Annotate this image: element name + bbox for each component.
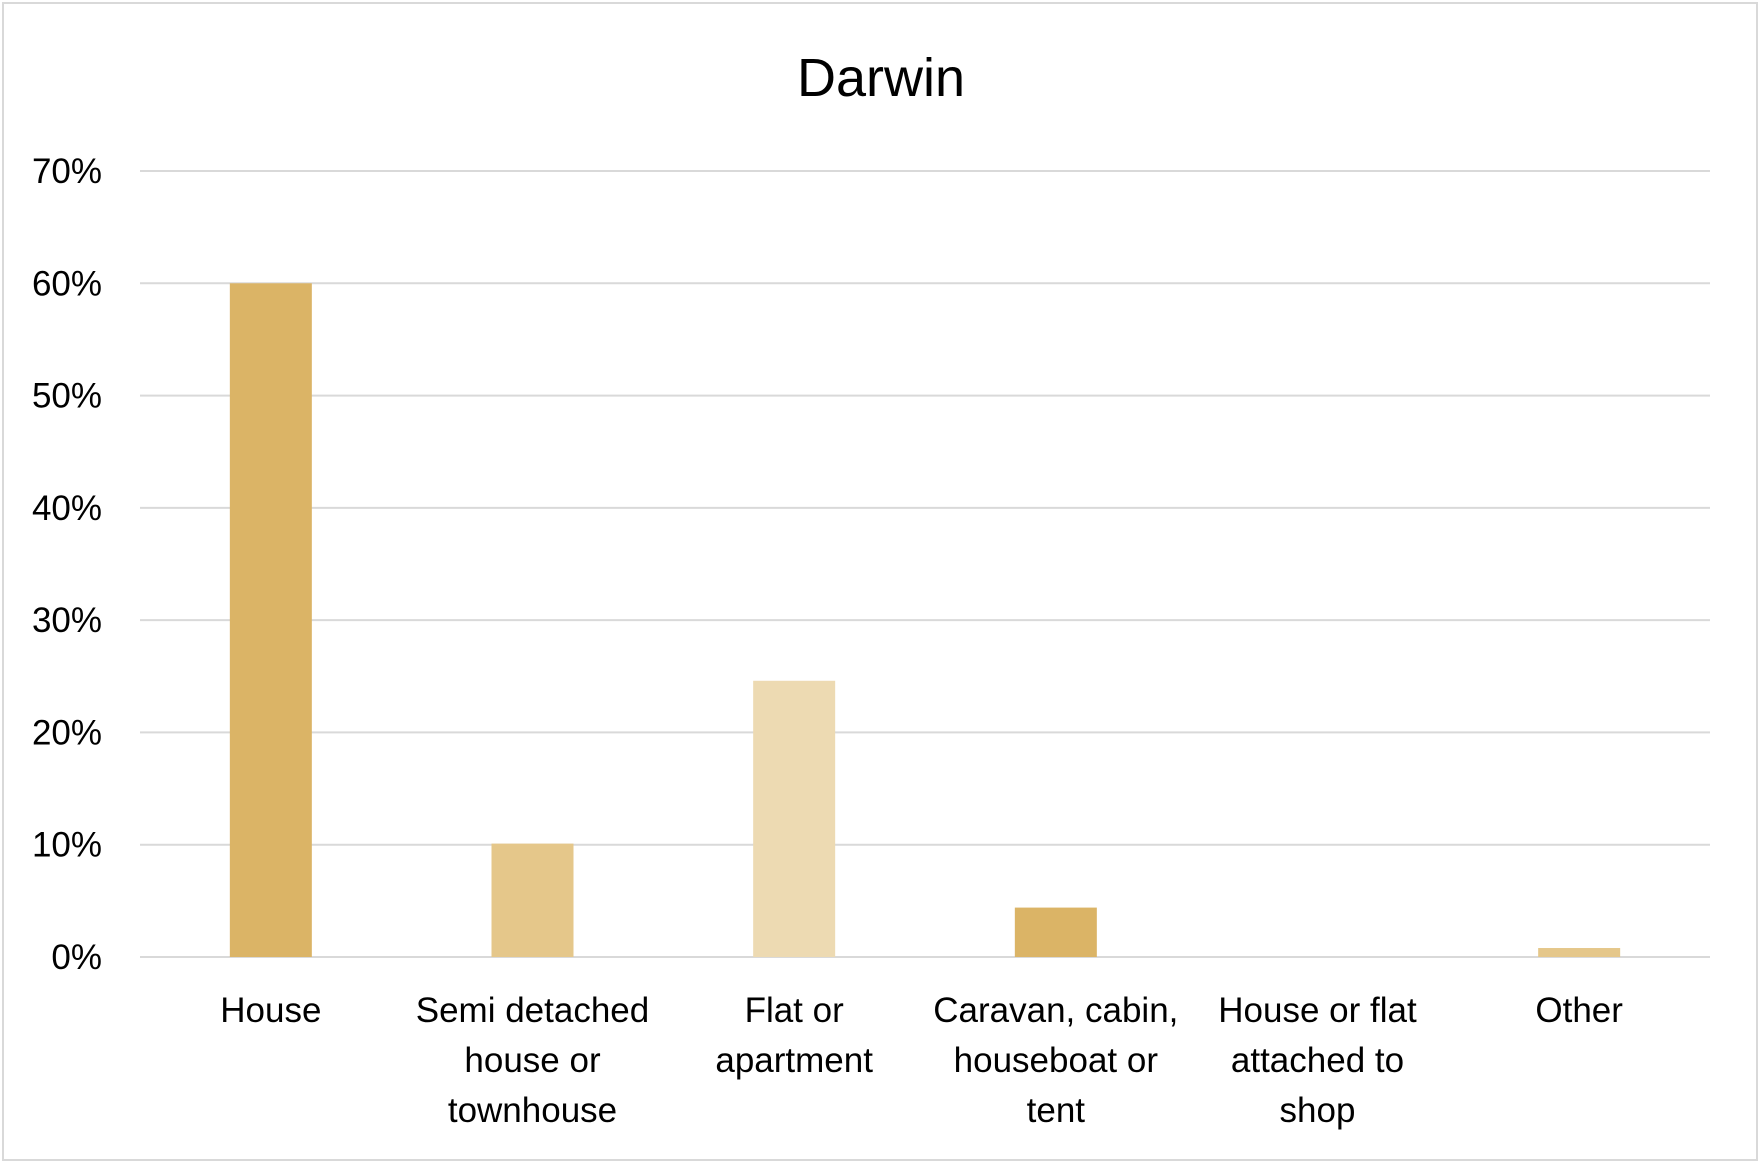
- x-category-label: House or flat attached to shop: [1218, 991, 1417, 1130]
- bar: [1538, 948, 1621, 957]
- bar: [491, 843, 574, 957]
- x-category-label: Other: [1535, 991, 1623, 1030]
- y-tick-label: 0%: [51, 938, 102, 977]
- y-tick-label: 70%: [32, 152, 102, 191]
- bar: [229, 283, 312, 957]
- x-category-label: Semi detached house or townhouse: [416, 991, 649, 1130]
- x-category-label: Flat or apartment: [715, 991, 873, 1080]
- x-category-label: House: [220, 991, 321, 1030]
- bar: [1014, 907, 1097, 957]
- x-category-label: Caravan, cabin, houseboat or tent: [933, 991, 1178, 1130]
- gridlines: [140, 170, 1710, 958]
- bar: [753, 680, 836, 957]
- y-tick-label: 40%: [32, 489, 102, 528]
- x-category-label-line: shop: [1280, 1091, 1356, 1130]
- chart-title: Darwin: [797, 48, 965, 108]
- bars: [229, 283, 1621, 957]
- x-category-label-line: townhouse: [448, 1091, 617, 1130]
- y-tick-label: 60%: [32, 264, 102, 303]
- x-category-label-line: houseboat or: [954, 1041, 1159, 1080]
- x-category-label-line: attached to: [1231, 1041, 1404, 1080]
- x-category-label-line: House: [220, 991, 321, 1030]
- x-category-label-line: house or: [464, 1041, 601, 1080]
- x-category-label-line: apartment: [715, 1041, 873, 1080]
- x-category-label-line: Other: [1535, 991, 1623, 1030]
- y-tick-label: 50%: [32, 377, 102, 416]
- y-tick-label: 10%: [32, 826, 102, 865]
- x-category-label-line: tent: [1027, 1091, 1086, 1130]
- x-category-label-line: Flat or: [745, 991, 845, 1030]
- x-category-label-line: Semi detached: [416, 991, 649, 1030]
- y-tick-label: 20%: [32, 713, 102, 752]
- x-axis-categories: House Semi detached house or townhouse Flat …: [220, 991, 1623, 1130]
- y-tick-label: 30%: [32, 601, 102, 640]
- y-axis-ticks: 0% 10% 20% 30% 40% 50% 60% 70%: [32, 152, 102, 977]
- x-category-label-line: Caravan, cabin,: [933, 991, 1178, 1030]
- x-category-label-line: House or flat: [1218, 991, 1417, 1030]
